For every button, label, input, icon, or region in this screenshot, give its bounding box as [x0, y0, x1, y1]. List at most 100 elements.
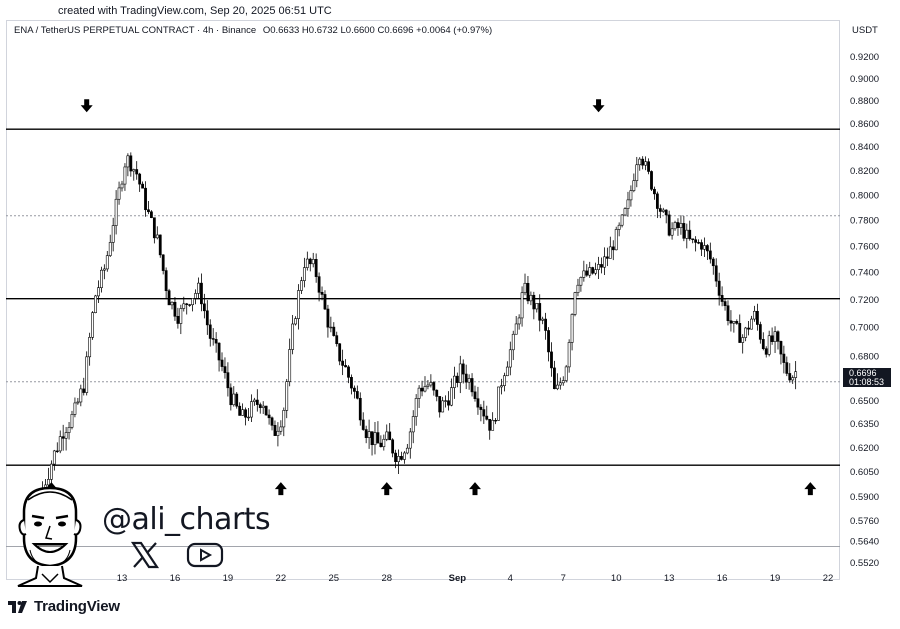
y-tick-label: 0.5520	[850, 558, 879, 569]
candle-down	[129, 155, 133, 172]
candle-down	[664, 209, 668, 216]
candle-up	[744, 327, 748, 338]
candle-down	[141, 183, 144, 189]
candle-up	[300, 280, 303, 291]
y-tick-label: 0.7600	[850, 241, 879, 252]
candle-down	[761, 339, 765, 349]
candle-up	[426, 384, 430, 387]
candle-down	[735, 321, 739, 324]
candle-down	[647, 161, 650, 172]
candle-up	[505, 366, 509, 377]
candle-up	[120, 183, 124, 189]
y-tick-label: 0.7800	[850, 216, 879, 227]
candle-down	[479, 406, 483, 410]
candle-up	[100, 269, 103, 289]
chart-header: ENA / TetherUS PERPETUAL CONTRACT · 4h ·…	[14, 25, 492, 36]
candle-down	[758, 324, 762, 340]
candle-down	[532, 294, 536, 310]
candle-up	[191, 298, 195, 306]
candle-up	[297, 290, 300, 319]
last-price-value: 0.6696	[849, 368, 877, 378]
candle-down	[308, 258, 312, 265]
candle-down	[173, 301, 177, 317]
candle-up	[661, 209, 665, 212]
candle-down	[326, 308, 330, 328]
x-tick-label: 25	[329, 573, 340, 584]
candle-down	[370, 431, 374, 446]
candle-down	[226, 372, 230, 389]
candle-up	[582, 270, 586, 278]
candle-down	[658, 208, 662, 212]
candle-up	[76, 401, 80, 404]
candle-down	[158, 234, 162, 256]
candle-up	[114, 198, 118, 226]
candle-up	[397, 456, 400, 463]
candle-up	[373, 432, 377, 446]
candle-down	[394, 452, 397, 463]
last-price-label: 0.6696 01:08:53	[843, 368, 891, 387]
candle-down	[317, 276, 321, 293]
candle-up	[623, 208, 627, 216]
candle-down	[461, 363, 465, 375]
x-tick-label: 28	[381, 573, 392, 584]
candle-down	[585, 270, 589, 276]
y-tick-label: 0.5900	[850, 492, 879, 503]
candle-up	[629, 190, 633, 201]
y-tick-label: 0.5760	[850, 516, 879, 527]
candle-up	[453, 375, 456, 388]
candle-up	[247, 416, 250, 419]
x-tick-label: 16	[170, 573, 181, 584]
y-tick-label: 0.6200	[850, 443, 879, 454]
candle-down	[391, 439, 395, 454]
candle-down	[676, 222, 680, 228]
candle-down	[720, 295, 724, 302]
candle-up	[105, 255, 109, 270]
candle-down	[653, 188, 656, 195]
candle-up	[111, 225, 115, 243]
x-tick-label: 22	[823, 573, 834, 584]
countdown-value: 01:08:53	[849, 377, 884, 387]
candle-up	[703, 245, 706, 250]
candle-up	[117, 187, 121, 200]
candle-up	[491, 419, 495, 431]
candle-up	[541, 318, 545, 321]
candle-down	[323, 294, 327, 310]
candle-down	[717, 280, 721, 296]
arrow-up-icon	[804, 482, 817, 496]
candle-up	[411, 416, 415, 433]
candle-down	[785, 362, 789, 374]
x-tick-label: 4	[508, 573, 513, 584]
low-value: 0.6600	[345, 25, 375, 36]
x-logo-icon	[130, 541, 160, 569]
candle-up	[517, 317, 521, 325]
candle-up	[49, 463, 53, 480]
y-tick-label: 0.8400	[850, 142, 879, 153]
candle-down	[364, 429, 368, 438]
arrow-markers	[45, 99, 817, 496]
candle-down	[152, 217, 156, 239]
candle-down	[61, 436, 65, 439]
candle-down	[358, 397, 362, 421]
candle-down	[488, 418, 492, 431]
candle-up	[285, 381, 289, 411]
candle-up	[194, 293, 197, 299]
candles	[41, 152, 798, 496]
candle-up	[402, 452, 406, 460]
y-tick-label: 0.6800	[850, 351, 879, 362]
candle-down	[694, 239, 698, 243]
candle-down	[726, 305, 730, 321]
candle-up	[529, 294, 533, 302]
candle-up	[617, 224, 621, 230]
candle-up	[614, 229, 618, 251]
candle-up	[423, 386, 427, 392]
candle-down	[764, 348, 768, 355]
candle-down	[464, 373, 468, 383]
candle-up	[288, 349, 292, 382]
candle-up	[182, 303, 186, 309]
candle-up	[197, 282, 200, 294]
candle-up	[241, 409, 245, 416]
x-tick-label: 7	[561, 573, 566, 584]
candle-down	[485, 415, 489, 420]
candle-up	[291, 323, 295, 350]
